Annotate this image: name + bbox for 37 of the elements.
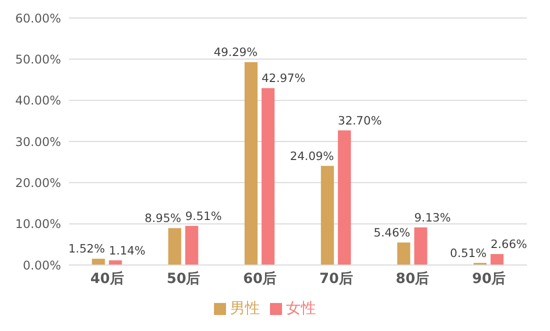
data-label: 2.66% [490, 237, 528, 252]
data-label: 42.97% [262, 71, 306, 86]
data-label: 9.51% [185, 208, 222, 223]
bar [338, 130, 351, 265]
x-tick-label: 70后 [319, 270, 353, 287]
data-label: 5.46% [374, 226, 410, 240]
bar [320, 166, 334, 265]
data-label: 8.95% [144, 211, 182, 226]
legend-label: 男性 [230, 299, 260, 317]
bar [414, 227, 428, 265]
y-tick-label: 50.00% [15, 52, 61, 66]
bar [397, 242, 410, 265]
x-tick-label: 50后 [166, 270, 200, 287]
x-tick-label: 90后 [472, 270, 506, 287]
bar [490, 254, 504, 265]
y-tick-label: 30.00% [15, 134, 61, 149]
data-label: 9.13% [414, 210, 451, 224]
y-tick-label: 10.00% [15, 217, 61, 232]
data-label: 1.14% [108, 243, 146, 258]
y-tick-label: 20.00% [15, 176, 61, 190]
bar [244, 62, 258, 265]
data-label: 0.51% [450, 246, 487, 260]
x-tick-label: 60后 [243, 270, 277, 287]
bar [168, 228, 182, 265]
y-tick-label: 60.00% [15, 11, 61, 26]
bar [92, 258, 105, 265]
data-label: 1.52% [68, 242, 105, 256]
data-label: 32.70% [338, 113, 382, 128]
y-tick-label: 0.00% [22, 258, 61, 272]
data-label: 49.29% [214, 45, 258, 60]
x-tick-label: 40后 [90, 270, 124, 287]
legend-label: 女性 [286, 299, 316, 317]
x-tick-label: 80后 [396, 270, 430, 287]
data-label: 24.09% [290, 148, 334, 163]
y-tick-label: 40.00% [15, 94, 61, 108]
bar [185, 226, 198, 265]
bar [262, 88, 275, 265]
